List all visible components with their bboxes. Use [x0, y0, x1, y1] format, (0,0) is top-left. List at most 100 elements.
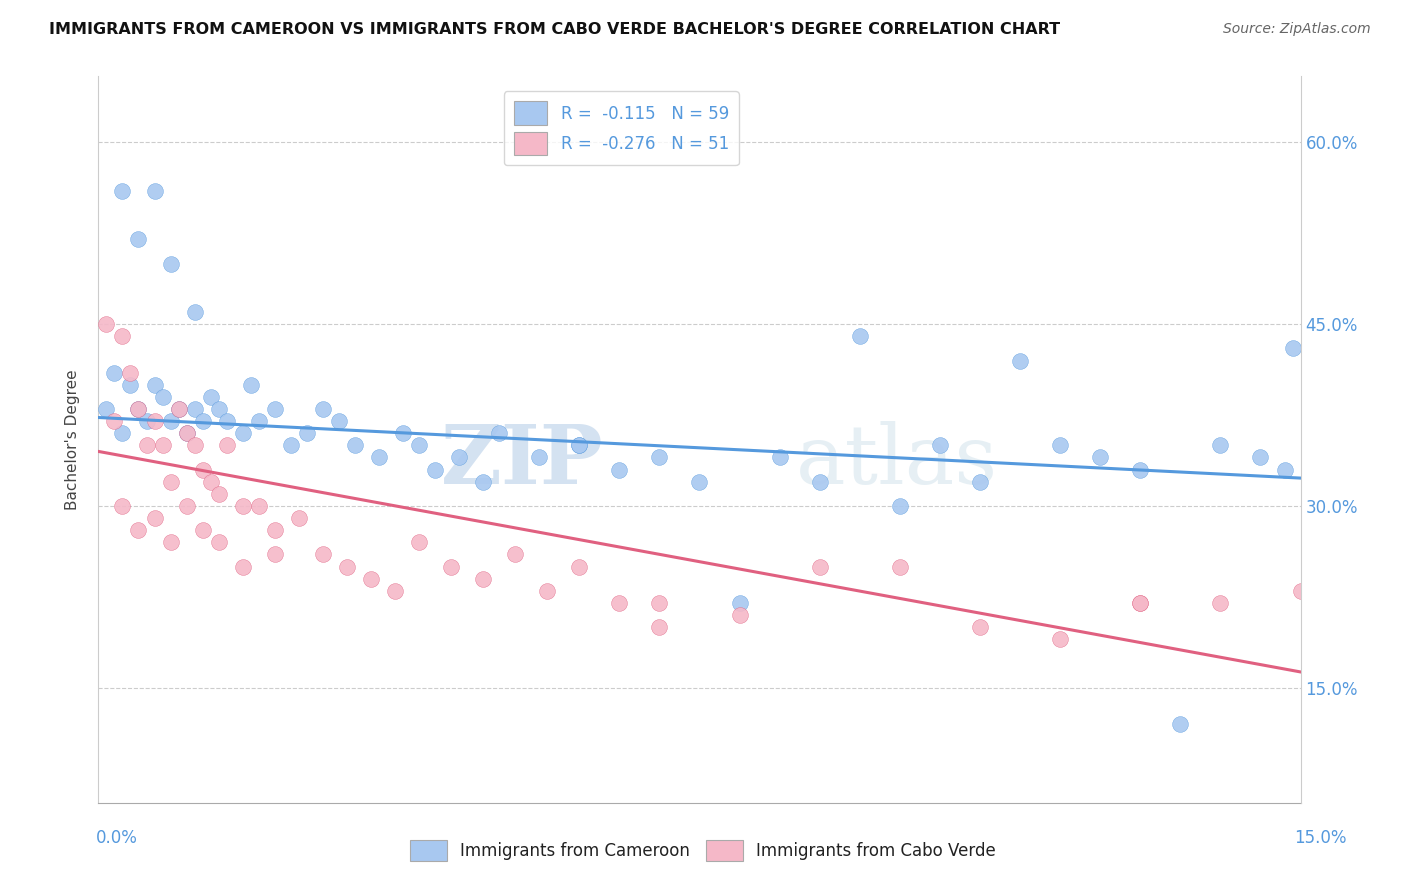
Point [135, 438, 157, 452]
Point [808, 475, 831, 489]
Point [232, 499, 254, 513]
Point [191, 523, 214, 537]
Point [183, 305, 205, 319]
Point [368, 450, 391, 465]
Point [1281, 342, 1303, 356]
Point [1209, 596, 1232, 610]
Point [239, 377, 262, 392]
Point [191, 462, 214, 476]
Point [215, 438, 238, 452]
Point [167, 402, 190, 417]
Point [849, 329, 872, 343]
Point [208, 487, 231, 501]
Point [143, 414, 166, 428]
Point [152, 390, 174, 404]
Point [111, 184, 134, 198]
Text: IMMIGRANTS FROM CAMEROON VS IMMIGRANTS FROM CABO VERDE BACHELOR'S DEGREE CORRELA: IMMIGRANTS FROM CAMEROON VS IMMIGRANTS F… [49, 22, 1060, 37]
Point [111, 499, 134, 513]
Point [728, 607, 751, 622]
Point [648, 596, 671, 610]
Point [648, 450, 671, 465]
Point [183, 438, 205, 452]
Point [208, 402, 231, 417]
Point [360, 572, 382, 586]
Point [609, 462, 631, 476]
Point [232, 426, 254, 441]
Point [609, 596, 631, 610]
Point [135, 414, 157, 428]
Point [1170, 717, 1192, 731]
Point [392, 426, 415, 441]
Point [159, 414, 181, 428]
Point [312, 402, 335, 417]
Point [969, 620, 991, 634]
Point [472, 475, 495, 489]
Point [648, 620, 671, 634]
Point [728, 596, 751, 610]
Point [1250, 450, 1272, 465]
Point [1049, 438, 1071, 452]
Point [929, 438, 952, 452]
Point [128, 523, 150, 537]
Point [200, 475, 222, 489]
Point [336, 559, 359, 574]
Point [200, 390, 222, 404]
Point [191, 414, 214, 428]
Point [152, 438, 174, 452]
Point [143, 184, 166, 198]
Point [232, 559, 254, 574]
Point [120, 377, 142, 392]
Point [159, 257, 181, 271]
Point [688, 475, 710, 489]
Point [1129, 596, 1152, 610]
Legend: Immigrants from Cameroon, Immigrants from Cabo Verde: Immigrants from Cameroon, Immigrants fro… [404, 833, 1002, 868]
Point [1274, 462, 1296, 476]
Point [96, 317, 118, 331]
Point [529, 450, 551, 465]
Point [768, 450, 790, 465]
Legend: R =  -0.115   N = 59, R =  -0.276   N = 51: R = -0.115 N = 59, R = -0.276 N = 51 [503, 91, 738, 165]
Point [120, 366, 142, 380]
Point [143, 377, 166, 392]
Point [247, 499, 270, 513]
Point [423, 462, 446, 476]
Point [969, 475, 991, 489]
Point [111, 426, 134, 441]
Point [128, 402, 150, 417]
Point [440, 559, 463, 574]
Point [889, 499, 911, 513]
Text: Source: ZipAtlas.com: Source: ZipAtlas.com [1223, 22, 1371, 37]
Point [408, 438, 430, 452]
Point [568, 559, 591, 574]
Point [143, 511, 166, 525]
Point [408, 535, 430, 549]
Point [488, 426, 510, 441]
Point [288, 511, 311, 525]
Point [128, 232, 150, 246]
Text: atlas: atlas [796, 421, 998, 501]
Point [263, 402, 285, 417]
Text: 0.0%: 0.0% [96, 829, 138, 847]
Point [215, 414, 238, 428]
Point [183, 402, 205, 417]
Point [312, 548, 335, 562]
Point [1209, 438, 1232, 452]
Point [167, 402, 190, 417]
Point [1049, 632, 1071, 647]
Point [103, 366, 125, 380]
Text: 15.0%: 15.0% [1295, 829, 1347, 847]
Y-axis label: Bachelor's Degree: Bachelor's Degree [65, 369, 80, 509]
Point [176, 499, 198, 513]
Point [1129, 596, 1152, 610]
Point [111, 329, 134, 343]
Point [128, 402, 150, 417]
Point [568, 438, 591, 452]
Point [472, 572, 495, 586]
Point [263, 548, 285, 562]
Point [1010, 353, 1032, 368]
Point [328, 414, 350, 428]
Point [247, 414, 270, 428]
Point [503, 548, 526, 562]
Point [96, 402, 118, 417]
Point [159, 535, 181, 549]
